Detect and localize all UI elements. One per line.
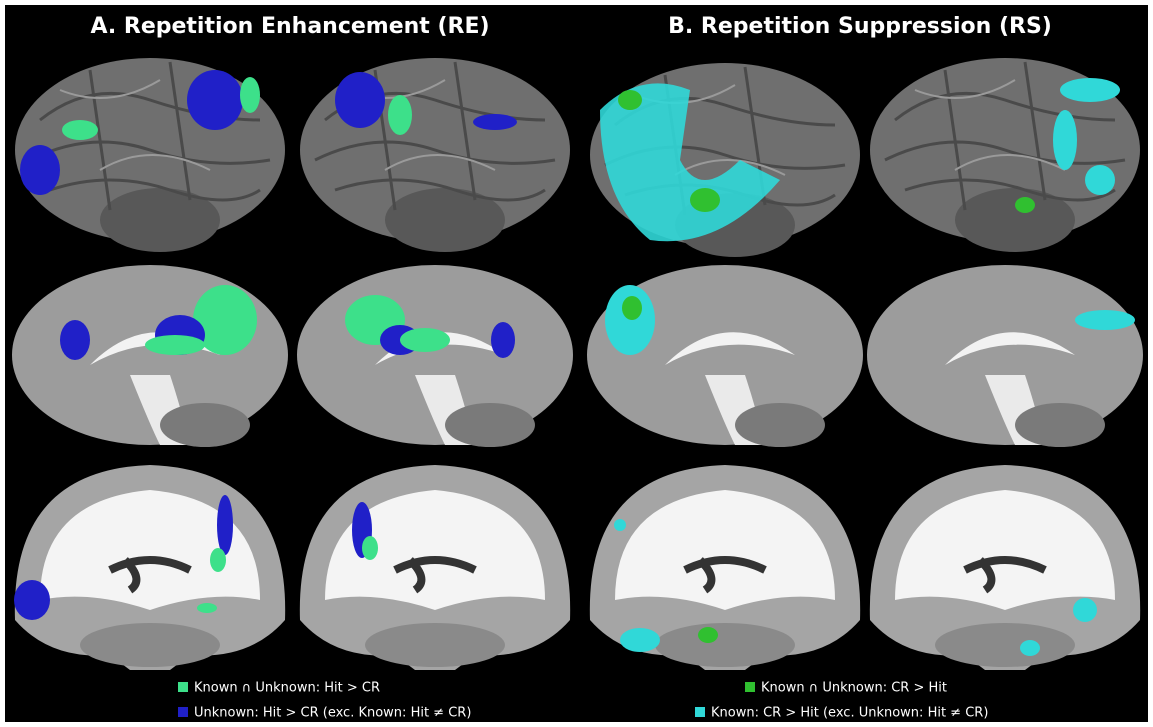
legend-label: Known ∩ Unknown: CR > Hit (761, 681, 947, 696)
figure: A. Repetition Enhancement (RE) B. Repeti… (0, 0, 1153, 727)
legend-swatch (178, 682, 188, 692)
legend-swatch (695, 707, 705, 717)
panel-title: A. Repetition Enhancement (RE) (90, 14, 489, 39)
legend-swatch (745, 682, 755, 692)
legend-label: Unknown: Hit > CR (exc. Known: Hit ≠ CR) (194, 706, 471, 721)
page: A. Repetition Enhancement (RE) B. Repeti… (0, 0, 1153, 727)
legend-label: Known ∩ Unknown: Hit > CR (194, 681, 380, 696)
legend-swatch (178, 707, 188, 717)
legend-label: Known: CR > Hit (exc. Unknown: Hit ≠ CR) (711, 706, 988, 721)
panel-title: B. Repetition Suppression (RS) (668, 14, 1052, 39)
